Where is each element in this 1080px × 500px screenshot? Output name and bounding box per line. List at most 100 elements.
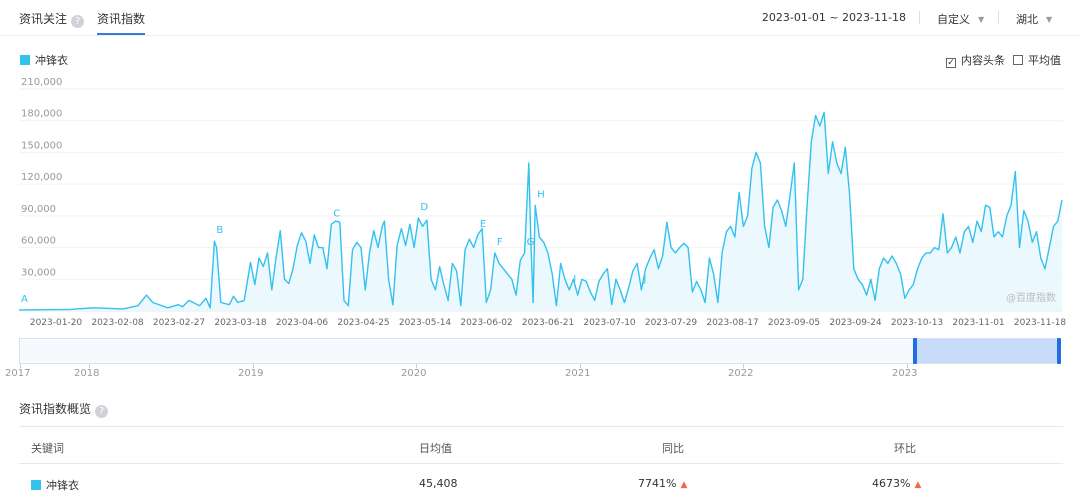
header-bar: 资讯关注? 资讯指数 2023-01-01 ~ 2023-11-18 自定义 ▼ … xyxy=(0,0,1080,36)
x-tick-label: 2023-07-10 xyxy=(583,318,636,328)
tab-news-index-label: 资讯指数 xyxy=(97,12,146,26)
annotation-label: C xyxy=(333,208,340,219)
x-tick-label: 2023-06-21 xyxy=(522,318,574,328)
divider xyxy=(19,426,1063,427)
y-tick-label: 180,000 xyxy=(21,109,62,120)
slider-right-handle[interactable] xyxy=(1057,338,1061,364)
annotation-label: B xyxy=(216,225,223,236)
row-daily-avg: 45,408 xyxy=(419,477,458,490)
average-checkbox[interactable]: 平均值 xyxy=(1013,52,1061,68)
arrow-up-icon: ▲ xyxy=(680,480,688,490)
annotation-label: G xyxy=(527,237,535,248)
chart-legend[interactable]: 冲锋衣 xyxy=(20,52,68,68)
col-header-daily-avg: 日均值 xyxy=(419,442,452,455)
checkbox-checked-icon: ✓ xyxy=(946,58,956,68)
tab-news-index[interactable]: 资讯指数 xyxy=(97,10,145,27)
help-icon[interactable]: ? xyxy=(71,15,85,28)
annotation-label: A xyxy=(21,294,28,305)
x-tick-label: 2023-02-08 xyxy=(91,318,144,328)
y-tick-label: 60,000 xyxy=(21,236,56,247)
year-label: 2023 xyxy=(892,368,918,379)
time-range-slider[interactable] xyxy=(19,338,1061,364)
col-header-mom: 环比 xyxy=(894,442,916,455)
y-tick-label: 210,000 xyxy=(21,77,62,88)
watermark-text: @百度指数 xyxy=(1006,291,1056,304)
keyword-label: 冲锋衣 xyxy=(46,479,79,492)
x-tick-label: 2023-02-27 xyxy=(153,318,205,328)
content-headline-checkbox[interactable]: ✓ 内容头条 xyxy=(946,52,1005,68)
custom-range-dropdown[interactable]: 自定义 ▼ xyxy=(937,11,984,27)
x-tick-label: 2023-08-17 xyxy=(706,318,758,328)
year-tick xyxy=(743,364,744,368)
y-tick-label: 30,000 xyxy=(21,267,56,278)
annotation-label: E xyxy=(480,219,486,230)
x-tick-label: 2023-09-24 xyxy=(829,318,882,328)
x-tick-label: 2023-11-18 xyxy=(1014,318,1067,328)
annotation-label: D xyxy=(420,202,428,213)
year-label: 2019 xyxy=(238,368,264,379)
overview-title-text: 资讯指数概览 xyxy=(19,402,92,416)
year-label: 2017 xyxy=(5,368,31,379)
year-label: 2022 xyxy=(728,368,754,379)
y-tick-label: 120,000 xyxy=(21,172,62,183)
caret-down-icon: ▼ xyxy=(1046,15,1053,24)
slider-left-handle[interactable] xyxy=(913,338,917,364)
arrow-up-icon: ▲ xyxy=(914,480,922,490)
col-header-keyword: 关键词 xyxy=(31,442,64,455)
legend-swatch xyxy=(20,55,30,65)
annotation-label: I xyxy=(573,274,576,285)
custom-range-label: 自定义 xyxy=(937,13,970,26)
line-chart[interactable]: 210,000 180,000 150,000 120,000 90,000 60,000… xyxy=(0,74,1080,330)
year-tick xyxy=(20,364,21,368)
mom-value: 4673% xyxy=(872,477,911,490)
row-mom: 4673% ▲ xyxy=(872,477,921,490)
series-area xyxy=(19,112,1062,311)
yoy-value: 7741% xyxy=(638,477,677,490)
content-headline-label: 内容头条 xyxy=(961,54,1005,67)
x-tick-label: 2023-01-20 xyxy=(30,318,83,328)
x-tick-label: 2023-11-01 xyxy=(952,318,1004,328)
x-tick-label: 2023-04-06 xyxy=(276,318,329,328)
region-dropdown[interactable]: 湖北 ▼ xyxy=(1016,11,1052,27)
checkbox-empty-icon xyxy=(1013,55,1023,65)
year-tick xyxy=(89,364,90,368)
caret-down-icon: ▼ xyxy=(978,15,985,24)
region-label: 湖北 xyxy=(1016,13,1038,26)
col-header-yoy: 同比 xyxy=(662,442,684,455)
y-tick-label: 90,000 xyxy=(21,204,56,215)
help-icon[interactable]: ? xyxy=(95,405,109,418)
keyword-swatch xyxy=(31,480,41,490)
tab-news-follow[interactable]: 资讯关注? xyxy=(19,10,85,28)
series-line xyxy=(18,111,1063,311)
average-label: 平均值 xyxy=(1028,54,1061,67)
x-tick-label: 2023-10-13 xyxy=(891,318,943,328)
y-tick-label: 150,000 xyxy=(21,140,62,151)
annotation-label: H xyxy=(537,189,545,200)
year-tick xyxy=(253,364,254,368)
year-tick xyxy=(907,364,908,368)
year-label: 2020 xyxy=(401,368,427,379)
row-keyword: 冲锋衣 xyxy=(31,477,79,493)
date-range-picker[interactable]: 2023-01-01 ~ 2023-11-18 xyxy=(761,11,906,24)
overview-title: 资讯指数概览? xyxy=(19,400,109,418)
year-label: 2018 xyxy=(74,368,100,379)
active-tab-indicator xyxy=(97,33,145,35)
x-tick-label: 2023-07-29 xyxy=(645,318,698,328)
x-tick-label: 2023-04-25 xyxy=(337,318,389,328)
row-yoy: 7741% ▲ xyxy=(638,477,687,490)
year-tick xyxy=(580,364,581,368)
divider xyxy=(998,11,999,24)
x-tick-label: 2023-06-02 xyxy=(460,318,512,328)
x-tick-label: 2023-09-05 xyxy=(768,318,820,328)
annotation-label: J xyxy=(642,274,646,285)
year-label: 2021 xyxy=(565,368,591,379)
x-tick-label: 2023-03-18 xyxy=(214,318,267,328)
divider xyxy=(19,463,1063,464)
divider xyxy=(919,11,920,24)
annotation-label: F xyxy=(497,237,503,248)
tab-news-follow-label: 资讯关注 xyxy=(19,12,68,26)
slider-selection[interactable] xyxy=(915,339,1059,363)
legend-series-label: 冲锋衣 xyxy=(35,54,68,67)
year-tick xyxy=(416,364,417,368)
x-tick-label: 2023-05-14 xyxy=(399,318,452,328)
